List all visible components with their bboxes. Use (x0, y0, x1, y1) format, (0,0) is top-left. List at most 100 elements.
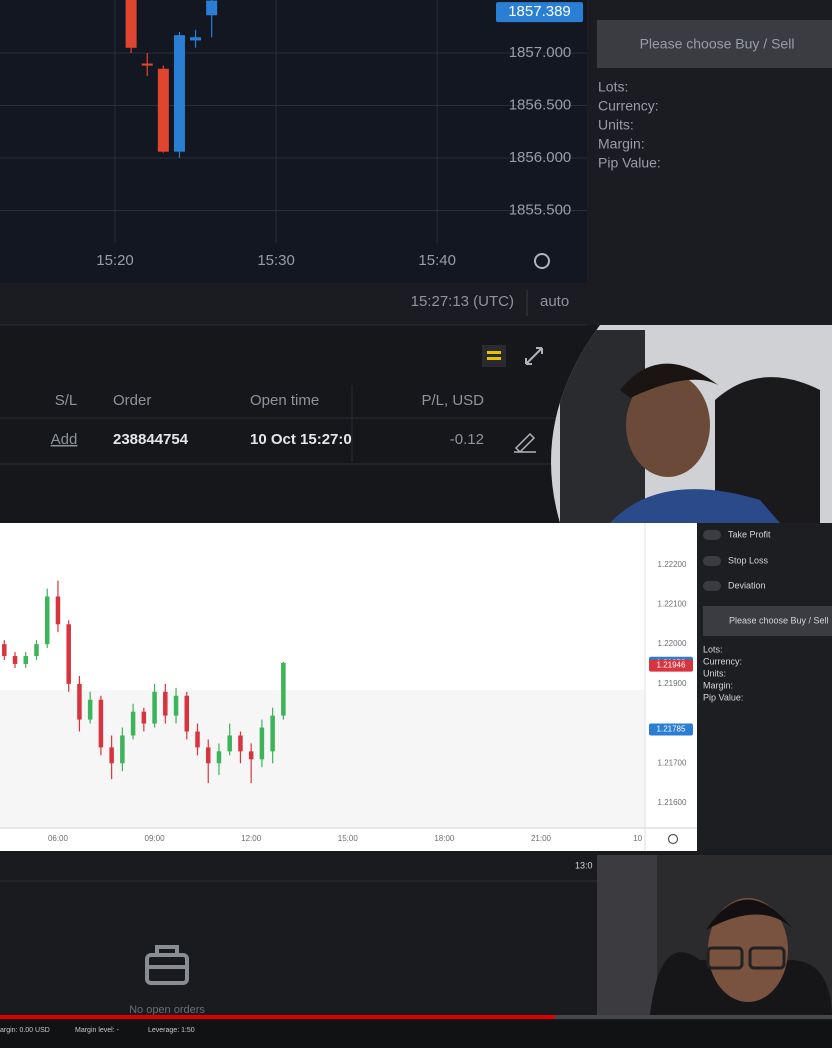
scale-mode[interactable]: auto (540, 293, 569, 310)
field-label: Margin: (598, 136, 645, 152)
y-tick-label: 1857.000 (509, 44, 572, 61)
x-tick-label: 09:00 (145, 834, 166, 843)
chart-axes: 1857.000 1856.500 1856.000 1855.500 15:20 15:… (96, 2, 583, 269)
price-tag (649, 659, 693, 672)
icon-part (487, 357, 501, 360)
fields: Lots: Currency: Units: Margin: Pip Value… (598, 79, 661, 171)
candle-body (190, 37, 202, 41)
x-tick-label: 06:00 (48, 834, 69, 843)
x-tick-label: 15:30 (257, 252, 295, 269)
collapse-icon[interactable] (525, 347, 543, 365)
field-label: Currency: (703, 656, 742, 666)
price-tag-label: 1.21785 (657, 725, 686, 734)
toggle[interactable] (703, 530, 721, 540)
toggle-label: Take Profit (728, 529, 771, 539)
pl-value: -0.12 (450, 431, 484, 448)
footer (0, 1020, 832, 1048)
candle-body (195, 731, 200, 748)
table-header: Order (113, 392, 151, 409)
candle-body (216, 751, 222, 764)
y-tick-label: 1.22100 (658, 600, 687, 609)
candle-body (44, 596, 50, 645)
face (626, 373, 710, 477)
price-tag (496, 2, 583, 23)
acoustic-panel (597, 855, 657, 1015)
clock: 15:27:13 (UTC) (411, 293, 514, 310)
chart-plot (0, 0, 587, 243)
layers-icon[interactable] (482, 345, 506, 367)
edit-icon[interactable] (514, 432, 536, 454)
y-tick-label: 1.21700 (658, 758, 687, 767)
toggle-label: Stop Loss (728, 555, 769, 565)
x-tick-label: 15:00 (338, 834, 359, 843)
face (708, 898, 788, 1002)
candle-body (173, 695, 179, 716)
icon-part (487, 351, 501, 354)
button-label: Please choose Buy / Sell (729, 615, 829, 625)
field-label: Pip Value: (598, 155, 661, 171)
briefcase-icon (145, 945, 189, 985)
candle-body (238, 735, 243, 752)
candle-body (141, 711, 147, 724)
candle-body (23, 656, 29, 664)
chart-axes: 1.22200 1.22100 1.22000 1.21900 1.21700 1.216… (48, 560, 693, 843)
candle-body (66, 624, 71, 684)
field-label: Units: (703, 668, 726, 678)
y-tick-label: 1856.500 (509, 96, 572, 113)
icon-part (147, 945, 187, 969)
add-sl-link[interactable]: Add (51, 431, 78, 448)
candle-body (157, 68, 169, 152)
x-tick-label: 18:00 (434, 834, 455, 843)
price-tag-label: 1.21946 (657, 661, 686, 670)
field-label: Margin: (703, 680, 733, 690)
candle-body (141, 63, 153, 66)
table-header: S/L (55, 392, 78, 409)
webcam (551, 325, 832, 523)
candle-body (130, 711, 136, 736)
y-tick-label: 1856.000 (509, 149, 572, 166)
price-tag-label: 1857.389 (508, 3, 571, 20)
field-label: Units: (598, 117, 634, 133)
table-header: P/L, USD (421, 392, 484, 409)
candle-body (77, 683, 82, 720)
empty-message: No open orders (129, 1004, 205, 1016)
toggle[interactable] (703, 581, 721, 591)
chair (715, 377, 820, 523)
y-tick-label: 1.22200 (658, 560, 687, 569)
candle-body (109, 747, 114, 764)
toggle-label: Deviation (728, 580, 766, 590)
candle-body (259, 727, 265, 760)
chart-panel (0, 0, 587, 283)
buy-sell-button[interactable] (597, 20, 832, 68)
candle-body (227, 735, 232, 752)
candle-body (87, 699, 93, 720)
candle-body (173, 35, 185, 152)
candle-body (205, 747, 211, 764)
settings-icon[interactable] (534, 253, 550, 269)
candle-body (184, 695, 190, 732)
candle-body (152, 691, 157, 724)
y-tick-label: 1.21900 (658, 679, 687, 688)
candle-body (248, 751, 254, 760)
x-tick-label: 15:40 (418, 252, 456, 269)
button-label: Please choose Buy / Sell (640, 36, 795, 52)
field-label: Lots: (703, 644, 723, 654)
webcam (597, 855, 832, 1015)
candle-body (55, 596, 61, 625)
open-time: 10 Oct 15:27:0 (250, 431, 352, 448)
toggle[interactable] (703, 556, 721, 566)
candle-body (270, 715, 275, 752)
glasses (706, 946, 744, 970)
video-progress[interactable] (0, 1015, 555, 1019)
field-label: Currency: (598, 98, 659, 114)
toggles: Take Profit Stop Loss Deviation (703, 529, 771, 591)
table-header: Open time (250, 392, 319, 409)
candle-body (163, 691, 168, 716)
buy-sell-button[interactable] (703, 606, 832, 636)
order-panel (697, 523, 832, 851)
candle-body (98, 699, 104, 748)
settings-icon[interactable] (667, 833, 679, 845)
price-tag (649, 723, 693, 736)
candle-body (12, 656, 18, 664)
